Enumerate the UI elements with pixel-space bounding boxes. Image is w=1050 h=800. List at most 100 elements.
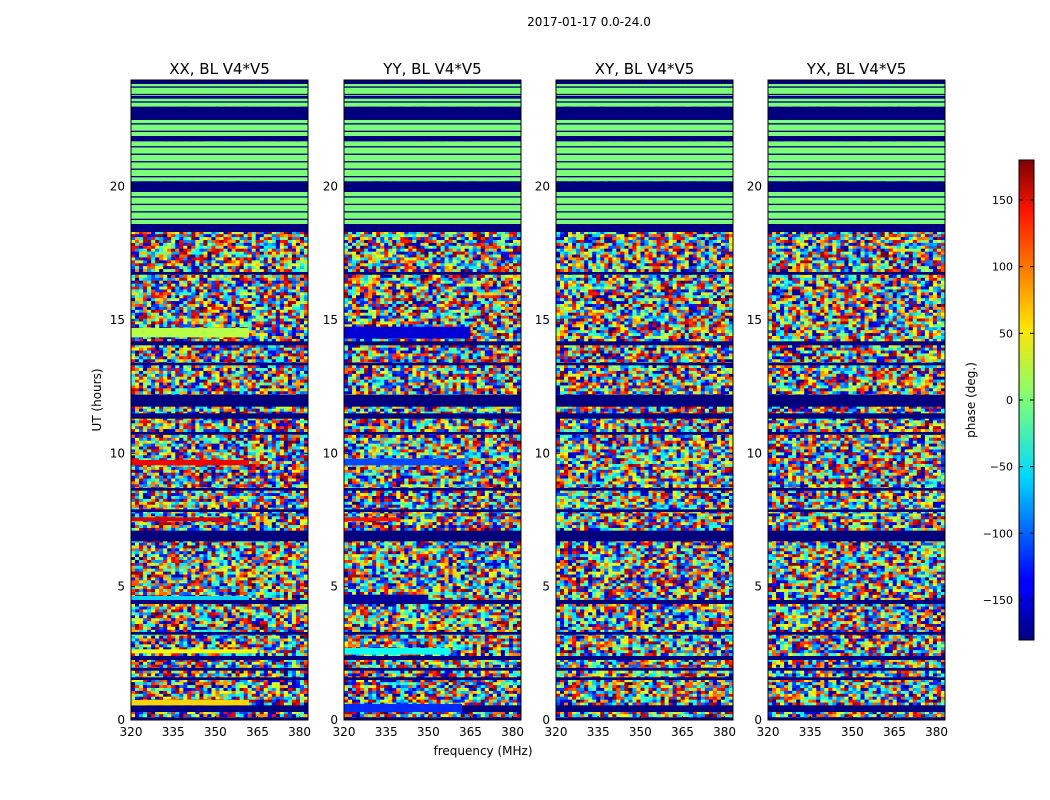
flag-stripe <box>344 176 521 178</box>
phase-image <box>768 80 945 720</box>
flagged-band <box>344 717 521 720</box>
flagged-band <box>344 488 521 491</box>
x-tick-label: 335 <box>587 725 610 739</box>
flag-stripe <box>344 196 521 198</box>
flagged-band <box>344 394 521 407</box>
flagged-band <box>556 394 733 407</box>
flagged-band <box>768 272 945 275</box>
x-tick-label: 365 <box>459 725 482 739</box>
flagged-band <box>131 488 308 491</box>
x-tick-label: 320 <box>545 725 568 739</box>
flagged-band <box>556 224 733 232</box>
x-tick-label: 380 <box>713 725 736 739</box>
flag-stripe <box>344 161 521 163</box>
flagged-band <box>344 530 521 542</box>
flag-stripe <box>131 123 308 125</box>
flag-stripe <box>556 203 733 206</box>
flagged-band <box>344 677 521 680</box>
x-tick-label: 350 <box>417 725 440 739</box>
clean-band <box>131 120 308 136</box>
coherent-band <box>131 596 249 600</box>
x-tick-label: 380 <box>501 725 524 739</box>
flag-stripe <box>768 86 945 88</box>
coherent-band <box>344 594 429 603</box>
axes-frame <box>555 79 734 721</box>
flagged-band <box>556 106 733 120</box>
flag-stripe <box>768 176 945 178</box>
flag-stripe <box>556 161 733 163</box>
flagged-band <box>344 341 521 346</box>
phase-image <box>556 80 733 720</box>
flag-stripe <box>768 196 945 198</box>
flagged-band <box>131 272 308 275</box>
flagged-band <box>344 600 521 604</box>
flag-stripe <box>344 218 521 220</box>
flagged-band <box>131 509 308 512</box>
flagged-band <box>556 136 733 142</box>
panel-2: YY, BL V4*V5 320 335 350 365 380 0 5 10 15 20 frequ… <box>323 60 533 758</box>
phase-image <box>344 80 521 720</box>
flagged-band <box>556 362 733 366</box>
flag-stripe <box>131 93 308 96</box>
flag-stripe <box>556 196 733 198</box>
flag-stripe <box>556 146 733 148</box>
x-tick-label: 350 <box>629 725 652 739</box>
flag-stripe <box>344 101 521 103</box>
flag-stripe <box>131 153 308 155</box>
flagged-band <box>131 530 308 542</box>
y-tick-label: 0 <box>754 713 762 727</box>
flagged-band <box>131 656 308 660</box>
flag-stripe <box>556 218 733 220</box>
y-tick-label: 5 <box>542 580 550 594</box>
x-tick-label: 380 <box>288 725 311 739</box>
flag-stripe <box>344 168 521 170</box>
flag-stripe <box>131 101 308 103</box>
flagged-band <box>556 272 733 275</box>
flagged-band <box>768 656 945 660</box>
y-tick-label: 10 <box>323 446 338 460</box>
flag-stripe <box>768 218 945 220</box>
coherent-band <box>344 517 401 522</box>
flagged-band <box>556 181 733 192</box>
flagged-band <box>131 136 308 142</box>
flag-stripe <box>344 146 521 148</box>
x-tick-label: 350 <box>204 725 227 739</box>
x-tick-label: 380 <box>925 725 948 739</box>
colorbar-tick-label: 100 <box>992 261 1013 274</box>
flagged-band <box>131 717 308 720</box>
coherent-band <box>131 649 258 654</box>
flag-stripe <box>768 130 945 132</box>
panel-title: XX, BL V4*V5 <box>169 60 270 78</box>
flagged-band <box>344 96 521 99</box>
flagged-band <box>768 80 945 84</box>
y-tick-label: 10 <box>110 446 125 460</box>
flagged-band <box>556 413 733 419</box>
flagged-band <box>131 362 308 366</box>
flagged-band <box>768 106 945 120</box>
panel-4: YX, BL V4*V5 320 335 350 365 380 0 5 10 15 20 <box>747 60 948 739</box>
y-tick-label: 20 <box>110 180 125 194</box>
flag-stripe <box>131 176 308 178</box>
flagged-band <box>768 96 945 99</box>
colorbar-ticks: 150 100 50 0 −50 −100 −150 <box>983 194 1034 607</box>
y-tick-label: 0 <box>542 713 550 727</box>
flag-stripe <box>768 146 945 148</box>
coherent-band <box>131 700 249 706</box>
flagged-band <box>344 656 521 660</box>
flagged-band <box>131 600 308 604</box>
flagged-band <box>344 80 521 84</box>
coherent-band <box>344 704 462 712</box>
x-tick-label: 320 <box>333 725 356 739</box>
y-tick-label: 20 <box>535 180 550 194</box>
flagged-band <box>768 488 945 491</box>
y-tick-label: 10 <box>747 446 762 460</box>
colorbar-tick-label: −50 <box>990 461 1013 474</box>
flagged-band <box>131 668 308 671</box>
flagged-band <box>768 413 945 419</box>
flag-stripe <box>768 123 945 125</box>
y-axis-label: UT (hours) <box>90 368 104 431</box>
flag-stripe <box>556 93 733 96</box>
clean-band <box>131 84 308 107</box>
x-axis-label: frequency (MHz) <box>433 744 532 758</box>
